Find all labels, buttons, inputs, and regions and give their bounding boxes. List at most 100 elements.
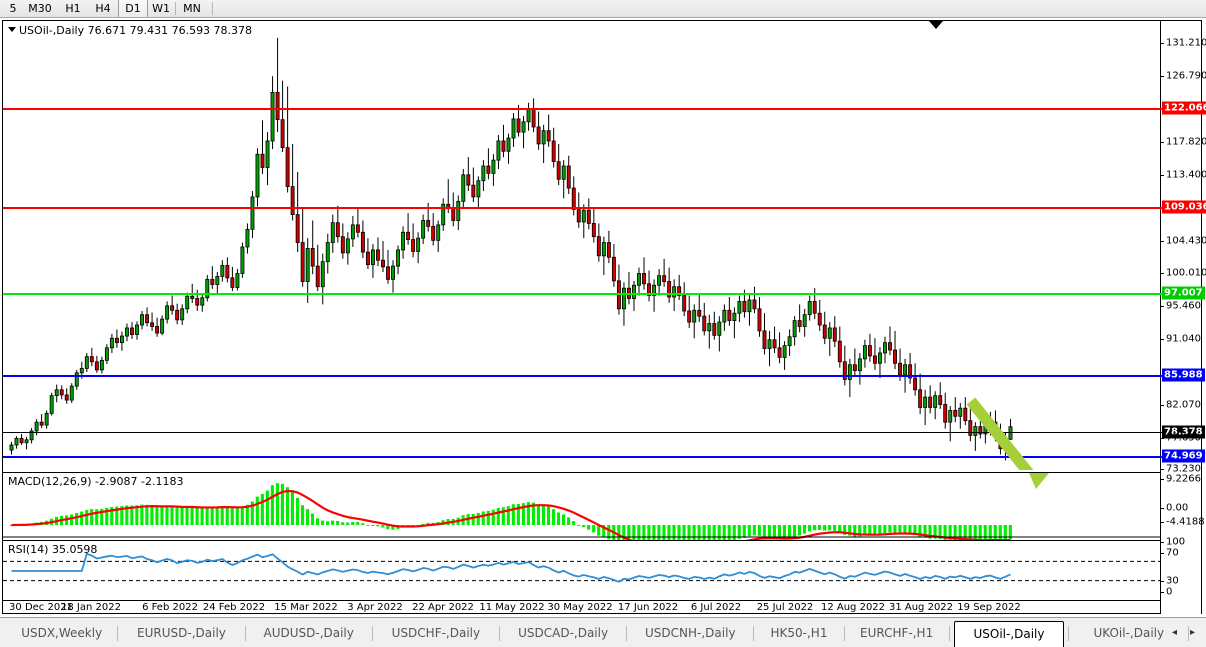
tab-scroll-left-icon[interactable]: ◂ bbox=[1172, 627, 1178, 638]
macd-label: MACD(12,26,9) -2.9087 -2.1183 bbox=[8, 475, 184, 488]
date-label: 12 Aug 2022 bbox=[820, 602, 886, 613]
price-tick-77-650: 77.650 bbox=[1166, 432, 1201, 444]
level-line-pivot-97[interactable] bbox=[3, 293, 1162, 295]
axis-tick-mark bbox=[1161, 522, 1164, 523]
macd-tick-000: 0.00 bbox=[1166, 502, 1189, 514]
chart-tab-usoil-daily[interactable]: USOil-,Daily bbox=[953, 621, 1065, 647]
tab-scroll-right-icon[interactable]: ▸ bbox=[1190, 627, 1196, 638]
chart-tab-usdcnh-daily[interactable]: USDCNH-,Daily bbox=[645, 626, 736, 640]
date-label: 3 Apr 2022 bbox=[347, 602, 403, 613]
axis-tick-mark bbox=[1161, 438, 1164, 439]
rsi-pane[interactable]: RSI(14) 35.0598 bbox=[3, 540, 1162, 600]
chart-frame: USOil-,Daily 76.671 79.431 76.593 78.378… bbox=[2, 20, 1206, 615]
tab-separator bbox=[948, 626, 950, 641]
date-label: 30 May 2022 bbox=[547, 602, 613, 613]
chart-tab-audusd-daily[interactable]: AUDUSD-,Daily bbox=[263, 626, 354, 640]
axis-tick-mark bbox=[1161, 175, 1164, 176]
rsi-tick-30: 30 bbox=[1166, 575, 1179, 587]
price-tick-104-430: 104.430 bbox=[1166, 235, 1206, 247]
macd-tick-92266: 9.2266 bbox=[1166, 473, 1201, 485]
macd-pane[interactable]: MACD(12,26,9) -2.9087 -2.1183 bbox=[3, 472, 1162, 540]
axis-tick-mark bbox=[1161, 241, 1164, 242]
timeframe-5[interactable]: 5 bbox=[9, 2, 17, 15]
date-label: 17 Jun 2022 bbox=[617, 602, 679, 613]
price-tick-91-040: 91.040 bbox=[1166, 333, 1201, 345]
date-label: 24 Feb 2022 bbox=[202, 602, 266, 613]
price-pane[interactable] bbox=[3, 21, 1162, 470]
date-label: 22 Apr 2022 bbox=[412, 602, 474, 613]
tab-separator bbox=[753, 626, 755, 641]
axis-tick-mark bbox=[1161, 469, 1164, 470]
chevron-down-icon[interactable] bbox=[8, 27, 16, 32]
date-label: 25 Jul 2022 bbox=[756, 602, 814, 613]
rsi-tick-100: 100 bbox=[1166, 536, 1186, 548]
level-line-resistance-109[interactable] bbox=[3, 207, 1162, 209]
macd-tick-4-4188: -4.4188 bbox=[1166, 516, 1205, 528]
price-tick-73-230: 73.230 bbox=[1166, 463, 1201, 475]
toolbar-separator bbox=[175, 2, 176, 15]
date-label: 18 Jan 2022 bbox=[61, 602, 121, 613]
chart-tab-xauusd-daily[interactable]: XAUUSD-,Daily bbox=[1193, 622, 1206, 646]
price-tick-95-460: 95.460 bbox=[1166, 300, 1201, 312]
tab-separator bbox=[371, 626, 373, 641]
timeframe-m30[interactable]: M30 bbox=[28, 2, 52, 15]
toolbar-separator bbox=[212, 2, 213, 15]
tab-separator bbox=[499, 626, 500, 641]
tab-separator bbox=[626, 626, 628, 641]
timeframe-d1[interactable]: D1 bbox=[118, 0, 148, 17]
date-label: 6 Feb 2022 bbox=[142, 602, 198, 613]
price-tick-100-010: 100.010 bbox=[1166, 267, 1206, 279]
price-tick-113-400: 113.400 bbox=[1166, 169, 1206, 181]
price-tick-82-070: 82.070 bbox=[1166, 399, 1201, 411]
timeframe-toolbar: 5 M30 H1 H4 D1 W1 MN bbox=[0, 0, 1206, 18]
level-line-resistance-122[interactable] bbox=[3, 108, 1162, 110]
rsi-tick-0: 0 bbox=[1166, 586, 1173, 598]
level-line-support-74[interactable] bbox=[3, 456, 1162, 458]
candlestick-canvas bbox=[9, 37, 1013, 461]
symbol-ohlc-text: USOil-,Daily 76.671 79.431 76.593 78.378 bbox=[19, 24, 253, 37]
axis-tick-mark bbox=[1161, 553, 1164, 554]
date-axis[interactable]: 30 Dec 2021 18 Jan 2022 6 Feb 2022 24 Feb 2… bbox=[3, 600, 1162, 615]
tab-separator bbox=[117, 626, 119, 641]
date-label: 11 May 2022 bbox=[479, 602, 545, 613]
date-label: 31 Aug 2022 bbox=[888, 602, 954, 613]
chart-tab-usdchf-daily[interactable]: USDCHF-,Daily bbox=[391, 626, 481, 640]
price-tick-131-210: 131.210 bbox=[1166, 37, 1206, 49]
rsi-canvas bbox=[3, 552, 1162, 583]
price-badge-122-066: 122.066 bbox=[1162, 101, 1206, 115]
axis-tick-mark bbox=[1161, 339, 1164, 340]
tab-separator bbox=[1068, 626, 1070, 641]
timeframe-mn[interactable]: MN bbox=[183, 2, 201, 15]
price-badge-78-378: 78.378 bbox=[1162, 425, 1205, 439]
level-line-current-78[interactable] bbox=[3, 432, 1162, 433]
price-badge-85-988: 85.988 bbox=[1162, 368, 1205, 382]
axis-tick-mark bbox=[1161, 76, 1164, 77]
tab-separator bbox=[843, 626, 845, 641]
price-tick-126-790: 126.790 bbox=[1166, 70, 1206, 82]
chart-tab-ukoil-daily[interactable]: UKOil-,Daily bbox=[1093, 626, 1165, 640]
axis-tick-mark bbox=[1161, 542, 1164, 543]
chart-tab-eurchf-h1[interactable]: EURCHF-,H1 bbox=[859, 626, 934, 640]
macd-canvas bbox=[3, 473, 1162, 540]
axis-tick-mark bbox=[1161, 43, 1164, 44]
tab-separator bbox=[1188, 626, 1190, 641]
price-axis[interactable]: 131.210 126.790 122.066 117.820 113.400 109.0… bbox=[1160, 21, 1206, 614]
period-separator-marker bbox=[929, 21, 943, 29]
timeframe-h4[interactable]: H4 bbox=[95, 2, 111, 15]
level-line-support-85[interactable] bbox=[3, 375, 1162, 377]
rsi-tick-70: 70 bbox=[1166, 547, 1179, 559]
date-label: 6 Jul 2022 bbox=[690, 602, 742, 613]
chart-tab-bar: USDX,Weekly EURUSD-,Daily AUDUSD-,Daily USD… bbox=[0, 617, 1206, 647]
axis-tick-mark bbox=[1161, 273, 1164, 274]
axis-tick-mark bbox=[1161, 306, 1164, 307]
chart-tab-eurusd-daily[interactable]: EURUSD-,Daily bbox=[137, 626, 226, 640]
price-badge-97-007: 97.007 bbox=[1162, 286, 1205, 300]
chart-tab-usdx-weekly[interactable]: USDX,Weekly bbox=[21, 626, 103, 640]
chart-symbol-label: USOil-,Daily 76.671 79.431 76.593 78.378 bbox=[8, 24, 252, 37]
chart-tab-hk50-h1[interactable]: HK50-,H1 bbox=[770, 626, 828, 640]
timeframe-h1[interactable]: H1 bbox=[65, 2, 81, 15]
timeframe-w1[interactable]: W1 bbox=[152, 2, 170, 15]
chart-tab-usdcad-daily[interactable]: USDCAD-,Daily bbox=[518, 626, 609, 640]
axis-tick-mark bbox=[1161, 581, 1164, 582]
price-tick-117-820: 117.820 bbox=[1166, 136, 1206, 148]
